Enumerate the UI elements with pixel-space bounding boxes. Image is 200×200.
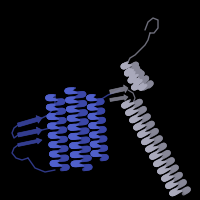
Polygon shape [110, 85, 128, 94]
Polygon shape [110, 95, 128, 101]
Polygon shape [18, 138, 42, 146]
Polygon shape [17, 116, 42, 127]
Polygon shape [18, 127, 42, 137]
